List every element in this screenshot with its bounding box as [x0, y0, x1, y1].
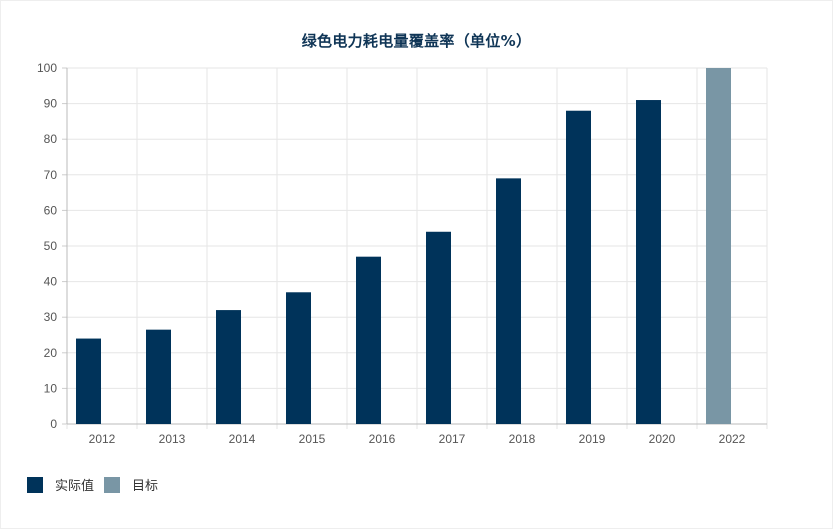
- legend-label-target: 目标: [132, 479, 159, 494]
- chart-title: 绿色电力耗电量覆盖率（单位%）: [301, 32, 532, 50]
- y-tick-label: 0: [50, 417, 57, 431]
- actual-bar-2020: [636, 100, 661, 424]
- y-tick-label: 80: [44, 132, 58, 146]
- x-tick-label: 2022: [719, 432, 746, 446]
- y-tick-label: 30: [44, 310, 58, 324]
- x-tick-label: 2016: [369, 432, 396, 446]
- x-tick-label: 2015: [299, 432, 326, 446]
- x-tick-label: 2014: [229, 432, 256, 446]
- y-tick-label: 10: [44, 381, 58, 395]
- actual-bar-2014: [216, 310, 241, 424]
- y-tick-label: 100: [37, 61, 57, 75]
- actual-bar-2013: [146, 329, 171, 424]
- x-tick-label: 2017: [439, 432, 466, 446]
- x-tick-label: 2012: [89, 432, 116, 446]
- legend-label-actual: 实际值: [55, 479, 95, 494]
- legend: 实际值 目标: [27, 475, 168, 494]
- legend-swatch-target: [104, 476, 121, 493]
- actual-bar-2019: [566, 110, 591, 424]
- actual-bar-2016: [356, 256, 381, 424]
- y-tick-label: 70: [44, 168, 58, 182]
- target-bar-2022: [706, 68, 731, 424]
- x-tick-label: 2019: [579, 432, 606, 446]
- actual-bar-2018: [496, 178, 521, 424]
- y-tick-label: 40: [44, 275, 58, 289]
- y-tick-label: 50: [44, 239, 58, 253]
- actual-bar-2012: [76, 338, 101, 424]
- actual-bar-2017: [426, 231, 451, 424]
- y-tick-label: 20: [44, 346, 58, 360]
- actual-bar-2015: [286, 292, 311, 424]
- legend-item-target[interactable]: 目标: [104, 475, 158, 494]
- x-tick-label: 2013: [159, 432, 186, 446]
- x-tick-label: 2018: [509, 432, 536, 446]
- y-tick-label: 60: [44, 203, 58, 217]
- legend-item-actual[interactable]: 实际值: [27, 475, 94, 494]
- y-tick-label: 90: [44, 97, 58, 111]
- x-tick-label: 2020: [649, 432, 676, 446]
- legend-swatch-actual: [27, 476, 43, 493]
